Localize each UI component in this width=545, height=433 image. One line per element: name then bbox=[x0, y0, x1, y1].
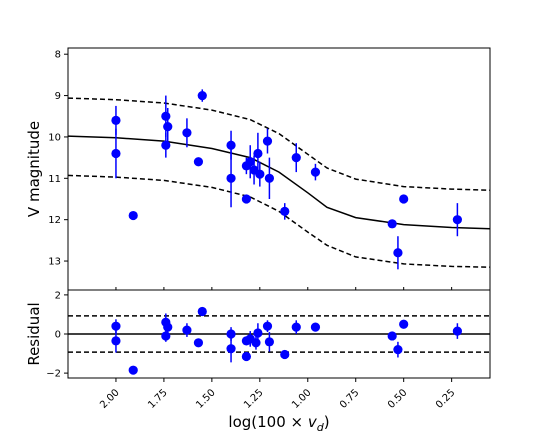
main-data-point bbox=[399, 194, 409, 204]
main-data-point bbox=[310, 167, 321, 177]
main-data-point bbox=[111, 148, 121, 159]
residual-y-tick-label: 0 bbox=[55, 330, 61, 341]
main-data-point bbox=[163, 121, 173, 132]
main-data-point bbox=[452, 215, 462, 225]
x-axis-title-subscript: d bbox=[317, 421, 325, 433]
x-axis-title: log(100 × vd) bbox=[228, 413, 329, 433]
x-tick-label: 0.75 bbox=[338, 387, 362, 411]
x-tick-label: 1.50 bbox=[194, 387, 218, 411]
main-data-point bbox=[111, 115, 121, 125]
main-y-axis-title: V magnitude bbox=[25, 121, 43, 217]
main-data-point bbox=[393, 248, 403, 258]
x-tick-label: 1.00 bbox=[290, 387, 314, 411]
residual-data-point bbox=[241, 351, 251, 362]
main-data-point bbox=[264, 173, 275, 183]
residual-data-point bbox=[226, 344, 236, 354]
residual-data-point bbox=[262, 321, 273, 331]
main-panel: 8 9 10 11 12 13 bbox=[48, 47, 491, 291]
main-data-point bbox=[387, 219, 397, 229]
residual-data-point bbox=[128, 365, 138, 375]
residual-y-ticks: 2 0 −2 bbox=[46, 290, 68, 380]
main-data-point bbox=[161, 111, 171, 121]
main-y-ticks: 8 9 10 11 12 13 bbox=[48, 50, 68, 268]
x-tick-label: 1.75 bbox=[146, 387, 170, 411]
x-axis-title-main: log(100 × bbox=[228, 413, 307, 431]
main-data-point bbox=[182, 128, 192, 138]
residual-data-point bbox=[387, 331, 397, 341]
model-bound-curve bbox=[67, 97, 491, 192]
residual-data-point bbox=[251, 338, 261, 348]
residual-data-point bbox=[163, 322, 173, 332]
main-plot-frame bbox=[67, 47, 491, 291]
x-ticks: 2.00 1.75 1.50 1.25 1.00 0.75 0.50 0.25 bbox=[98, 287, 457, 411]
main-data-point bbox=[255, 169, 265, 179]
residual-data-point bbox=[111, 321, 121, 331]
model-fit-curve bbox=[67, 135, 491, 230]
main-data-point bbox=[245, 157, 255, 167]
main-data-point bbox=[226, 173, 236, 183]
x-axis-title-close: ) bbox=[324, 413, 330, 431]
residual-data-point bbox=[253, 328, 263, 338]
residual-points bbox=[111, 306, 462, 375]
residual-data-point bbox=[161, 331, 171, 341]
residual-panel: 2 0 −2 2.00 1.75 1.50 1.25 1.00 0.75 0.50 0.25 bbox=[46, 287, 491, 411]
main-y-tick-label: 12 bbox=[48, 215, 61, 226]
main-data-point bbox=[280, 206, 290, 217]
residual-data-point bbox=[310, 322, 321, 332]
main-data-point bbox=[253, 148, 263, 159]
main-y-tick-label: 13 bbox=[48, 257, 61, 268]
residual-data-point bbox=[226, 329, 236, 339]
x-tick-label: 2.00 bbox=[98, 387, 122, 411]
model-bound-curve bbox=[67, 174, 491, 268]
main-curves bbox=[67, 97, 491, 268]
residual-data-point bbox=[452, 326, 462, 336]
residual-data-point bbox=[399, 319, 409, 329]
main-data-point bbox=[241, 194, 251, 204]
residual-data-point bbox=[111, 336, 121, 346]
residual-data-point bbox=[264, 337, 275, 347]
main-data-point bbox=[128, 210, 138, 221]
main-data-point bbox=[262, 136, 273, 146]
x-tick-label: 0.25 bbox=[434, 387, 458, 411]
residual-data-point bbox=[182, 325, 192, 335]
residual-y-tick-label: 2 bbox=[55, 290, 61, 301]
residual-data-point bbox=[197, 306, 207, 317]
residual-data-point bbox=[280, 349, 290, 360]
main-y-tick-label: 10 bbox=[48, 132, 61, 143]
residual-y-axis-title: Residual bbox=[25, 302, 43, 365]
main-data-point bbox=[197, 90, 207, 101]
main-data-point bbox=[161, 140, 171, 150]
residual-y-tick-label: −2 bbox=[46, 369, 61, 380]
main-data-point bbox=[226, 140, 236, 150]
residual-data-point bbox=[193, 338, 204, 348]
residual-data-point bbox=[393, 345, 403, 355]
main-data-point bbox=[193, 157, 204, 167]
x-tick-label: 1.25 bbox=[242, 387, 266, 411]
main-data-point bbox=[291, 153, 301, 163]
main-y-tick-label: 11 bbox=[48, 174, 61, 185]
main-points bbox=[111, 89, 462, 270]
residual-lines bbox=[68, 315, 490, 353]
residual-data-point bbox=[291, 322, 301, 332]
main-y-tick-label: 8 bbox=[55, 50, 61, 61]
x-axis-title-symbol: v bbox=[308, 413, 318, 431]
main-y-tick-label: 9 bbox=[55, 91, 61, 102]
x-tick-label: 0.50 bbox=[386, 387, 410, 411]
